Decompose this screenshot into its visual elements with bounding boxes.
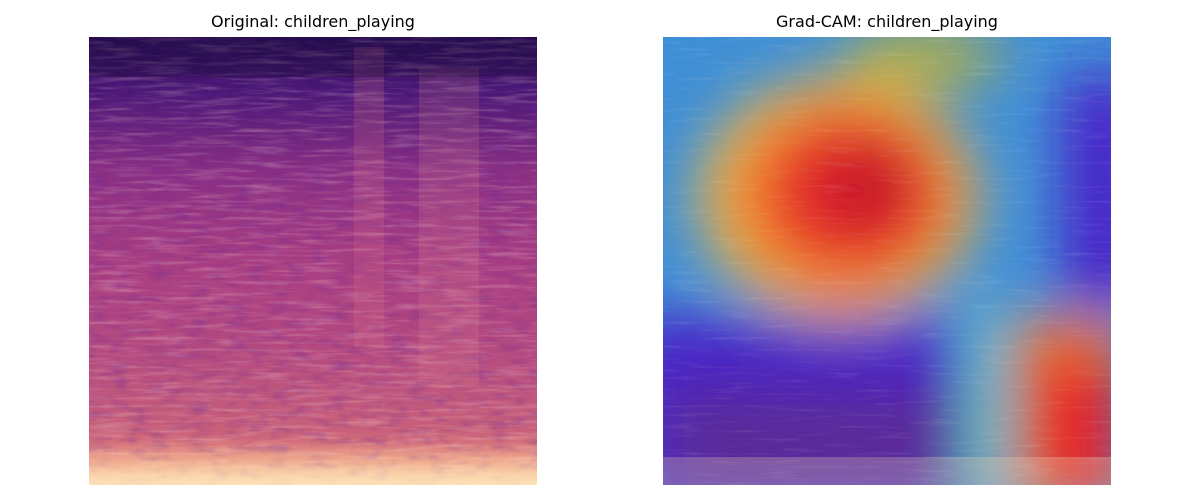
- original-spectrogram-image: [89, 37, 537, 485]
- original-panel-title: Original: children_playing: [211, 12, 415, 31]
- gradcam-panel-title: Grad-CAM: children_playing: [776, 12, 998, 31]
- gradcam-overlay-image: [663, 37, 1111, 485]
